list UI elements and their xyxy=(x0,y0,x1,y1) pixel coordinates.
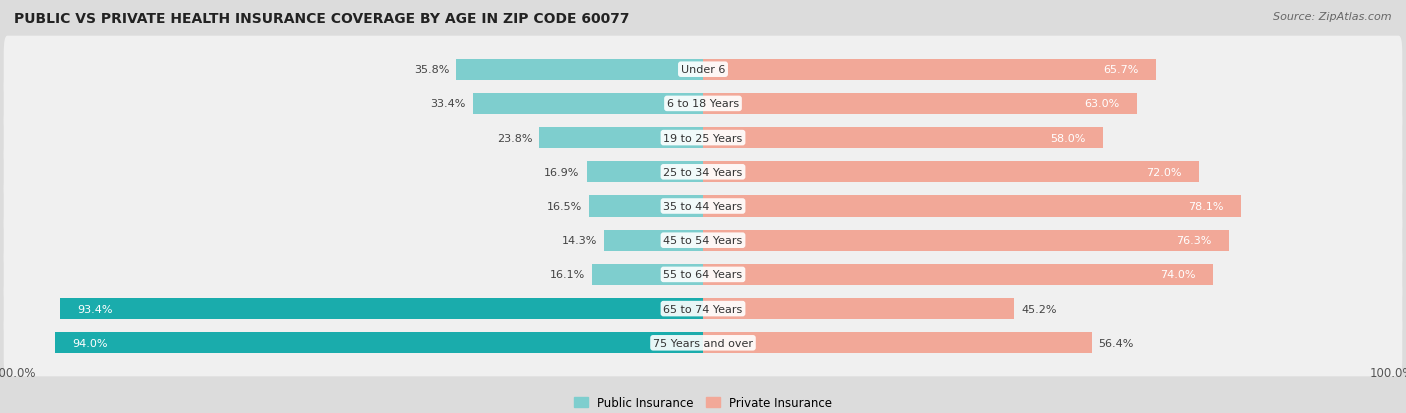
Text: 94.0%: 94.0% xyxy=(73,338,108,348)
Bar xyxy=(703,162,1199,183)
Text: 74.0%: 74.0% xyxy=(1160,270,1195,280)
Text: 25 to 34 Years: 25 to 34 Years xyxy=(664,167,742,177)
Bar xyxy=(592,264,703,285)
Bar xyxy=(703,230,1229,251)
Text: 65 to 74 Years: 65 to 74 Years xyxy=(664,304,742,314)
Bar xyxy=(703,59,1156,81)
Text: Under 6: Under 6 xyxy=(681,65,725,75)
Bar xyxy=(589,196,703,217)
Text: 16.5%: 16.5% xyxy=(547,202,582,211)
FancyBboxPatch shape xyxy=(4,139,1402,206)
Legend: Public Insurance, Private Insurance: Public Insurance, Private Insurance xyxy=(569,392,837,413)
Bar xyxy=(703,332,1091,354)
Bar xyxy=(55,332,703,354)
Text: 93.4%: 93.4% xyxy=(77,304,112,314)
FancyBboxPatch shape xyxy=(4,309,1402,376)
FancyBboxPatch shape xyxy=(4,71,1402,138)
Text: Source: ZipAtlas.com: Source: ZipAtlas.com xyxy=(1274,12,1392,22)
Bar xyxy=(472,94,703,115)
Text: 78.1%: 78.1% xyxy=(1188,202,1223,211)
FancyBboxPatch shape xyxy=(4,37,1402,104)
Text: 23.8%: 23.8% xyxy=(496,133,531,143)
Text: 56.4%: 56.4% xyxy=(1098,338,1133,348)
Text: 19 to 25 Years: 19 to 25 Years xyxy=(664,133,742,143)
Text: 76.3%: 76.3% xyxy=(1175,236,1212,246)
Text: 75 Years and over: 75 Years and over xyxy=(652,338,754,348)
Text: 33.4%: 33.4% xyxy=(430,99,465,109)
FancyBboxPatch shape xyxy=(4,207,1402,274)
Text: 6 to 18 Years: 6 to 18 Years xyxy=(666,99,740,109)
Text: 35 to 44 Years: 35 to 44 Years xyxy=(664,202,742,211)
Bar xyxy=(703,196,1241,217)
Text: 14.3%: 14.3% xyxy=(562,236,598,246)
Text: PUBLIC VS PRIVATE HEALTH INSURANCE COVERAGE BY AGE IN ZIP CODE 60077: PUBLIC VS PRIVATE HEALTH INSURANCE COVER… xyxy=(14,12,630,26)
Bar xyxy=(538,128,703,149)
Bar xyxy=(703,128,1102,149)
Text: 63.0%: 63.0% xyxy=(1084,99,1119,109)
Bar xyxy=(703,298,1014,319)
Text: 58.0%: 58.0% xyxy=(1050,133,1085,143)
FancyBboxPatch shape xyxy=(4,275,1402,342)
Bar xyxy=(586,162,703,183)
Text: 65.7%: 65.7% xyxy=(1104,65,1139,75)
Text: 35.8%: 35.8% xyxy=(415,65,450,75)
Text: 16.1%: 16.1% xyxy=(550,270,585,280)
Text: 16.9%: 16.9% xyxy=(544,167,579,177)
Bar xyxy=(59,298,703,319)
Bar xyxy=(457,59,703,81)
Bar xyxy=(703,264,1213,285)
Text: 72.0%: 72.0% xyxy=(1146,167,1182,177)
Bar xyxy=(703,94,1137,115)
FancyBboxPatch shape xyxy=(4,105,1402,172)
FancyBboxPatch shape xyxy=(4,173,1402,240)
Bar xyxy=(605,230,703,251)
Text: 45 to 54 Years: 45 to 54 Years xyxy=(664,236,742,246)
FancyBboxPatch shape xyxy=(4,241,1402,308)
Text: 45.2%: 45.2% xyxy=(1021,304,1057,314)
Text: 55 to 64 Years: 55 to 64 Years xyxy=(664,270,742,280)
